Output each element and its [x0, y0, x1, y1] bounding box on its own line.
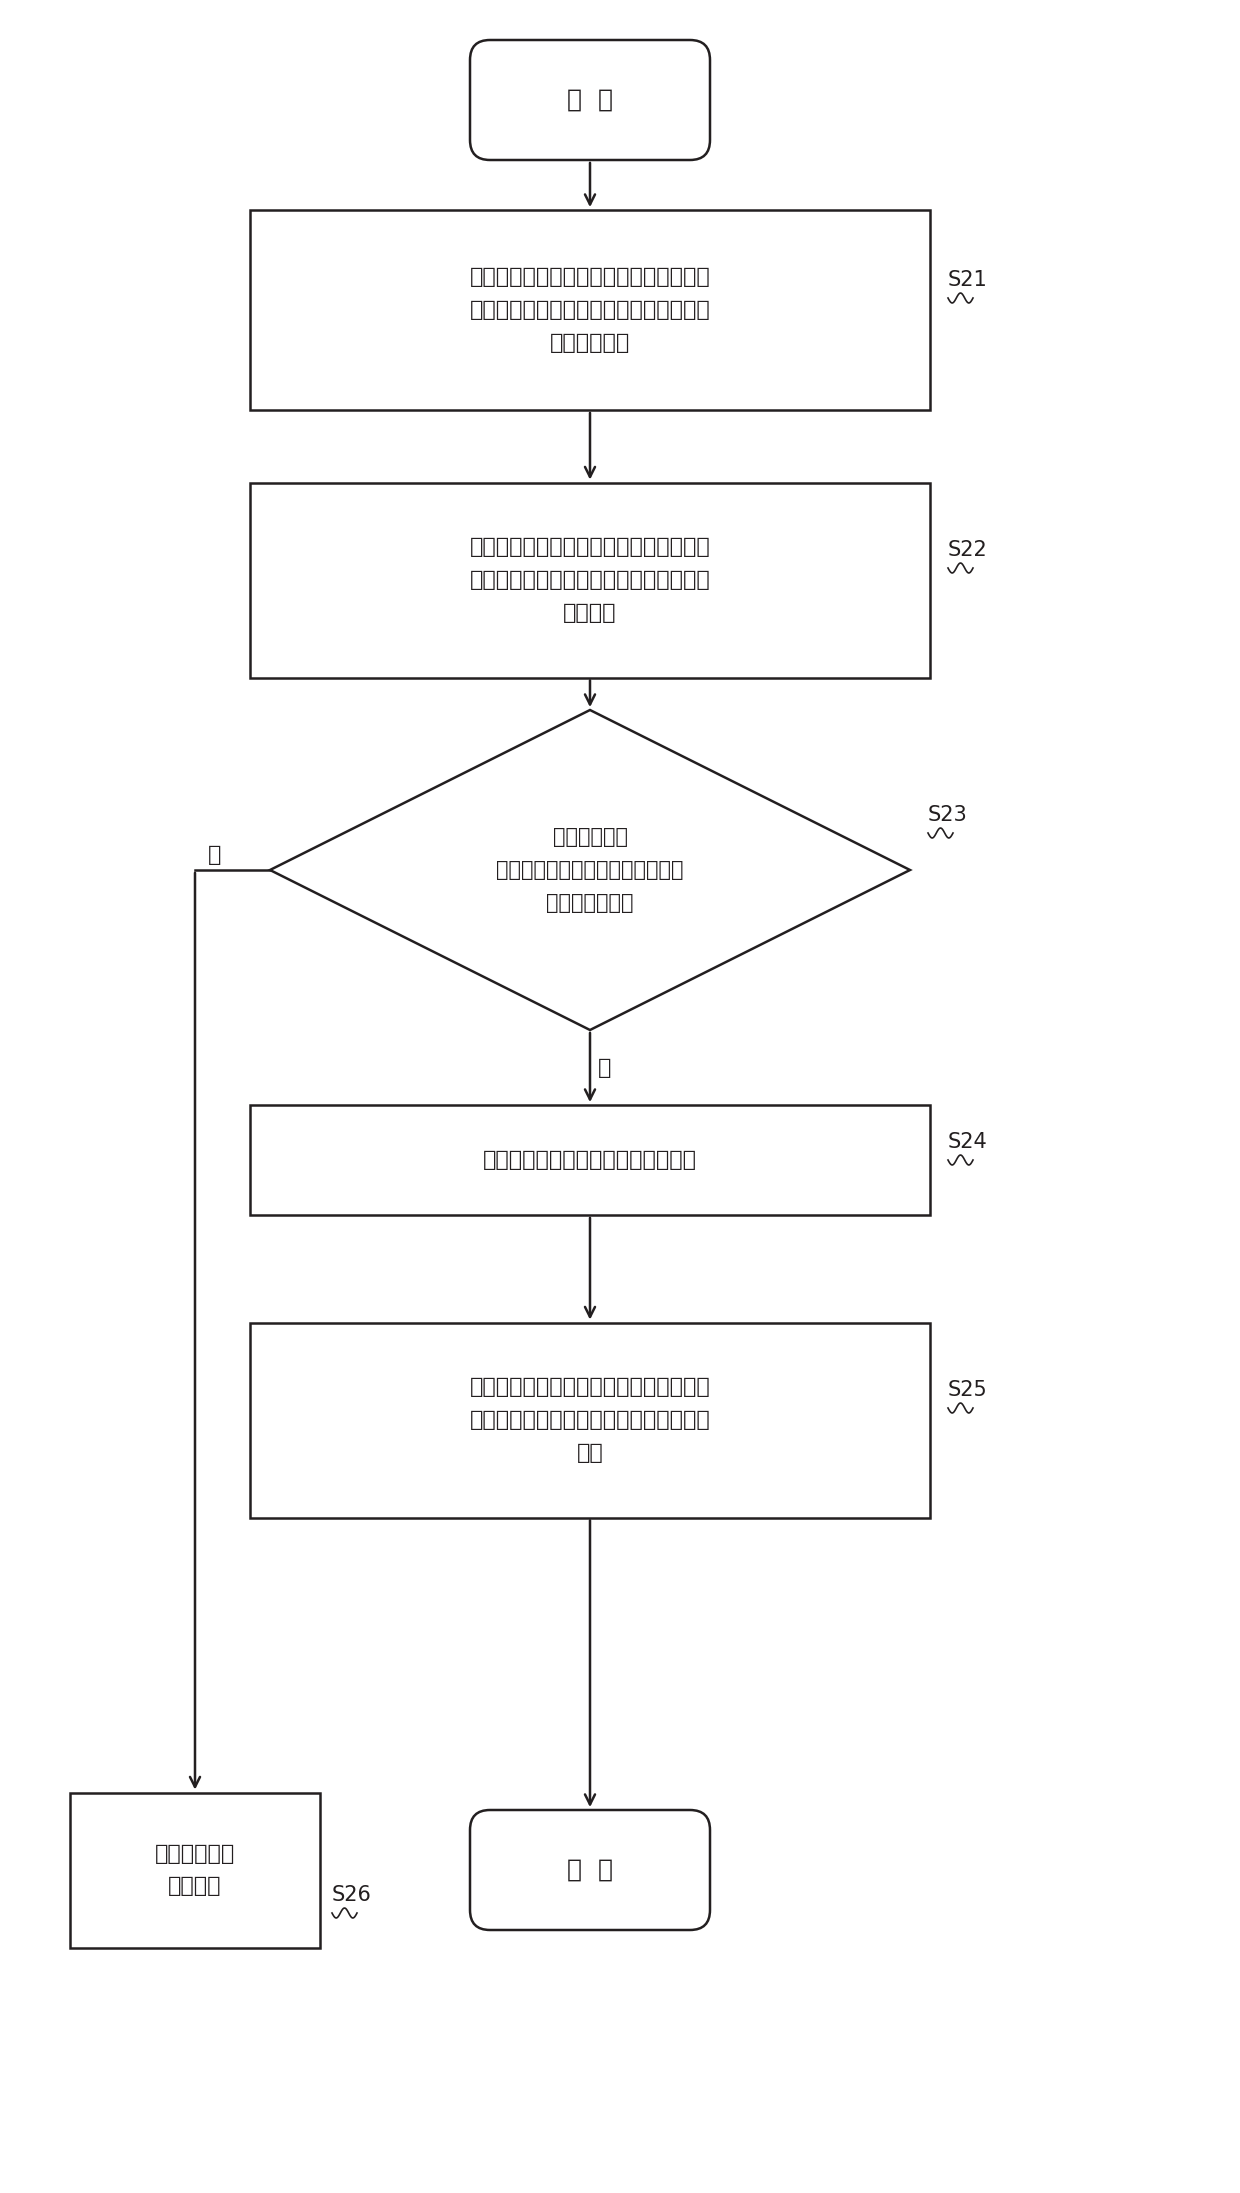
Text: S21: S21	[949, 270, 988, 289]
Text: 根据所述待转发数据包的接口标记，确定
所述待转发数据包的原始接口名称和原始
接口编号: 根据所述待转发数据包的接口标记，确定 所述待转发数据包的原始接口名称和原始 接口…	[470, 537, 711, 623]
Bar	[250, 482, 930, 678]
Text: S24: S24	[949, 1132, 988, 1151]
FancyBboxPatch shape	[470, 1809, 711, 1930]
Text: S22: S22	[949, 539, 988, 559]
Bar	[250, 211, 930, 410]
Polygon shape	[270, 711, 910, 1031]
Text: 结  束: 结 束	[567, 1857, 613, 1882]
Bar	[69, 1792, 320, 1947]
Text: 判断所述待转
发数据包的原始接口编号与目标接
口编号是否相同: 判断所述待转 发数据包的原始接口编号与目标接 口编号是否相同	[496, 827, 683, 912]
Text: S25: S25	[949, 1379, 988, 1399]
Text: 是: 是	[599, 1057, 611, 1079]
Text: S26: S26	[332, 1886, 372, 1906]
Text: 开  始: 开 始	[567, 88, 613, 112]
Text: 否: 否	[208, 844, 222, 864]
Text: 丢弃所述待转
发数据包: 丢弃所述待转 发数据包	[155, 1844, 236, 1897]
Bar	[250, 1322, 930, 1518]
Text: 将去除接口标记后的所述待转发数据包转
发至与所述目标接口编号对应的内核网络
接口: 将去除接口标记后的所述待转发数据包转 发至与所述目标接口编号对应的内核网络 接口	[470, 1377, 711, 1463]
Text: S23: S23	[928, 805, 967, 825]
Bar	[250, 1105, 930, 1215]
Text: 所述接口类型为广域网接口的内核网络接
口接收待转发数据包，所述待转发数据包
包括接口标记: 所述接口类型为广域网接口的内核网络接 口接收待转发数据包，所述待转发数据包 包括…	[470, 268, 711, 353]
FancyBboxPatch shape	[470, 39, 711, 160]
Text: 去除所述待转发数据包中的接口标记: 去除所述待转发数据包中的接口标记	[484, 1149, 697, 1171]
